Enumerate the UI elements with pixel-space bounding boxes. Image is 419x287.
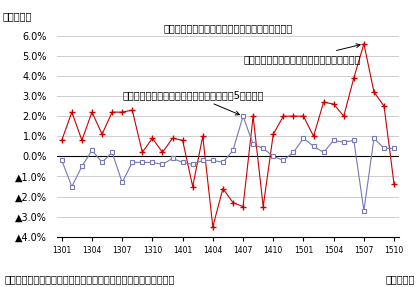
Text: 家計調査・実収入（二人以上の勤労者世帯）: 家計調査・実収入（二人以上の勤労者世帯） — [243, 44, 360, 64]
Text: （年・月）: （年・月） — [385, 274, 415, 284]
Text: （前年比）: （前年比） — [2, 11, 31, 22]
Text: （資料）総務省「家計調査」、厚生労働省「毎月勤労統計調査」: （資料）総務省「家計調査」、厚生労働省「毎月勤労統計調査」 — [4, 274, 175, 284]
Text: 毎月勤労統計・現金給与総額（事業所規模5人以上）: 毎月勤労統計・現金給与総額（事業所規模5人以上） — [122, 90, 264, 115]
Title: 家計調査の実収入と毎月勤労統計の現金給与総額: 家計調査の実収入と毎月勤労統計の現金給与総額 — [163, 24, 292, 34]
